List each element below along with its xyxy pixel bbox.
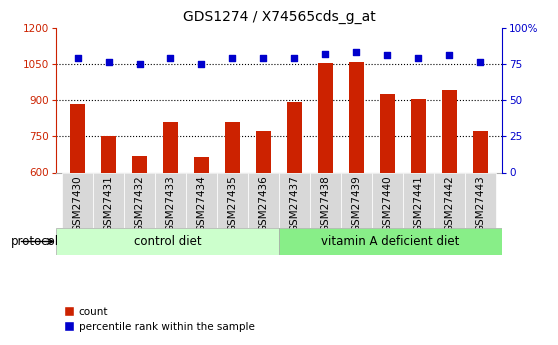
- Point: [73, 55, 82, 61]
- Bar: [403, 172, 434, 228]
- Bar: [132, 156, 147, 172]
- Bar: [473, 131, 488, 172]
- Text: GSM27434: GSM27434: [196, 175, 206, 232]
- Bar: [101, 136, 116, 172]
- Bar: [155, 172, 186, 228]
- Bar: [194, 157, 209, 172]
- Text: GSM27432: GSM27432: [134, 175, 145, 232]
- Point: [135, 61, 144, 67]
- Bar: [256, 131, 271, 172]
- Bar: [62, 172, 93, 228]
- Point: [259, 55, 268, 61]
- Bar: [217, 172, 248, 228]
- Text: protocol: protocol: [11, 235, 59, 248]
- Text: control diet: control diet: [133, 235, 201, 248]
- Point: [445, 52, 454, 58]
- Point: [197, 61, 206, 67]
- Point: [166, 55, 175, 61]
- Text: GSM27439: GSM27439: [352, 175, 362, 232]
- Bar: [186, 172, 217, 228]
- Bar: [279, 172, 310, 228]
- Bar: [411, 99, 426, 172]
- Bar: [93, 172, 124, 228]
- Title: GDS1274 / X74565cds_g_at: GDS1274 / X74565cds_g_at: [182, 10, 376, 24]
- Bar: [349, 62, 364, 172]
- Bar: [163, 122, 178, 172]
- Bar: [465, 172, 496, 228]
- Bar: [248, 172, 279, 228]
- Point: [290, 55, 299, 61]
- Legend: count, percentile rank within the sample: count, percentile rank within the sample: [61, 303, 259, 336]
- Bar: [56, 228, 279, 255]
- Point: [476, 60, 485, 65]
- Text: GSM27433: GSM27433: [166, 175, 176, 232]
- Text: GSM27440: GSM27440: [382, 175, 392, 232]
- Text: GSM27431: GSM27431: [103, 175, 113, 232]
- Bar: [442, 90, 457, 172]
- Text: GSM27435: GSM27435: [228, 175, 238, 232]
- Bar: [70, 104, 85, 172]
- Bar: [372, 172, 403, 228]
- Point: [352, 49, 361, 55]
- Point: [228, 55, 237, 61]
- Point: [414, 55, 423, 61]
- Point: [383, 52, 392, 58]
- Bar: [434, 172, 465, 228]
- Bar: [318, 63, 333, 172]
- Point: [104, 60, 113, 65]
- Bar: [124, 172, 155, 228]
- Bar: [287, 102, 302, 172]
- Text: GSM27438: GSM27438: [320, 175, 330, 232]
- Bar: [279, 228, 502, 255]
- Bar: [225, 122, 240, 172]
- Bar: [380, 93, 395, 172]
- Text: GSM27442: GSM27442: [445, 175, 455, 232]
- Text: vitamin A deficient diet: vitamin A deficient diet: [321, 235, 460, 248]
- Bar: [310, 172, 341, 228]
- Text: GSM27430: GSM27430: [73, 175, 83, 232]
- Text: GSM27437: GSM27437: [290, 175, 300, 232]
- Text: GSM27441: GSM27441: [413, 175, 424, 232]
- Text: GSM27443: GSM27443: [475, 175, 485, 232]
- Text: GSM27436: GSM27436: [258, 175, 268, 232]
- Bar: [341, 172, 372, 228]
- Point: [321, 51, 330, 57]
